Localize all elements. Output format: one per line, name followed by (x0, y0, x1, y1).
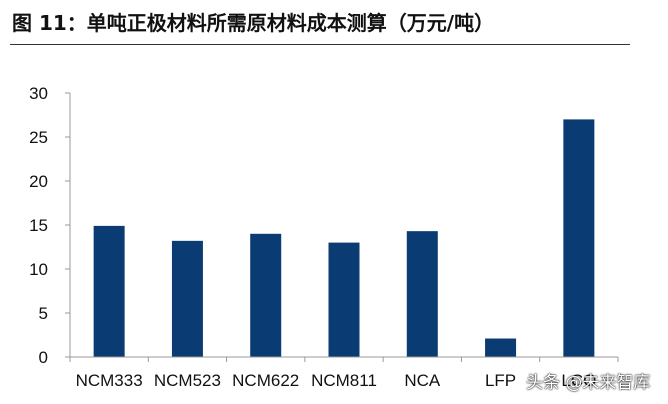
y-tick-label: 20 (29, 172, 48, 191)
x-tick-label-ncm523: NCM523 (154, 371, 221, 390)
chart-title: 图 11：单吨正极材料所需原材料成本测算（万元/吨） (12, 11, 495, 35)
x-tick-label-ncm811: NCM811 (311, 371, 377, 390)
x-tick-label-ncm333: NCM333 (76, 371, 143, 390)
y-tick-label: 5 (39, 304, 48, 323)
y-axis: 0 5 10 15 20 25 30 (29, 84, 71, 367)
y-tick-label: 15 (29, 216, 48, 235)
bar-lfp (485, 338, 517, 357)
x-axis: NCM333 NCM523 NCM622 NCM811 NCA LFP LCO (69, 356, 619, 390)
bar-ncm622 (250, 233, 282, 357)
y-tick-label: 0 (39, 348, 48, 367)
x-tick-label-lfp: LFP (485, 371, 516, 390)
bar-ncm811 (328, 242, 360, 357)
y-tick-label: 10 (29, 260, 48, 279)
bars (93, 119, 595, 358)
watermark: 头条 @未来智库 (526, 373, 651, 393)
y-tick-label: 30 (29, 84, 48, 103)
title-divider (10, 44, 630, 45)
x-tick-label-nca: NCA (404, 371, 441, 390)
x-tick-label-ncm622: NCM622 (232, 371, 299, 390)
y-tick-label: 25 (29, 128, 48, 147)
x-tick-label-lco: LCO (561, 371, 596, 390)
bar-lco (563, 119, 595, 358)
bar-ncm333 (93, 225, 125, 357)
bar-ncm523 (171, 240, 203, 357)
bar-nca (406, 231, 438, 357)
